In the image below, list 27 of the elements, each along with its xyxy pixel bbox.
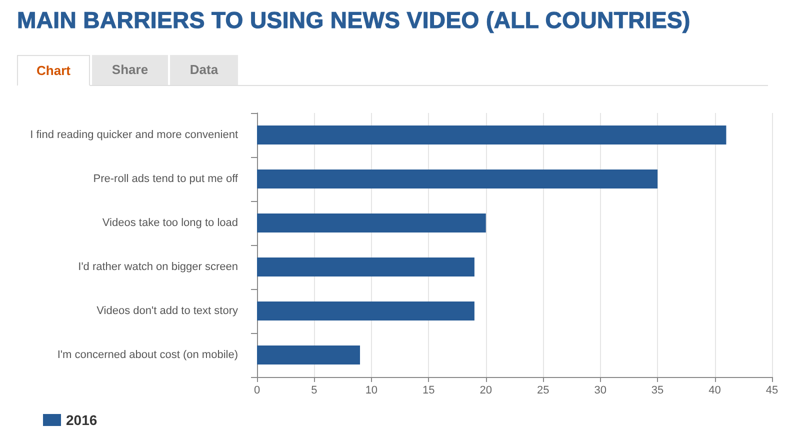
bar <box>257 214 486 232</box>
y-tick-label: Pre-roll ads tend to put me off <box>93 173 239 185</box>
bar <box>257 302 474 320</box>
x-tick-label: 0 <box>254 384 260 396</box>
bar <box>257 170 658 188</box>
bar <box>257 346 360 364</box>
x-tick-label: 25 <box>536 384 550 396</box>
x-tick-label: 5 <box>311 384 318 396</box>
x-tick-label: 10 <box>365 384 378 396</box>
tab[interactable]: Share <box>92 55 168 85</box>
x-tick-label: 20 <box>480 384 492 396</box>
tab[interactable]: Data <box>170 55 238 85</box>
x-tick-label: 30 <box>594 384 606 396</box>
y-tick-label: Videos take too long to load <box>102 217 238 229</box>
y-tick-label: I find reading quicker and more convenient <box>30 129 238 141</box>
legend-label: 2016 <box>66 412 98 428</box>
tab[interactable]: Chart <box>17 55 90 86</box>
x-tick-label: 35 <box>651 384 664 396</box>
chart-title: MAIN BARRIERS TO USING NEWS VIDEO (ALL COUNTRIES) <box>17 7 690 34</box>
x-tick-label: 15 <box>422 384 435 396</box>
bar <box>257 126 726 144</box>
y-tick-label: I'm concerned about cost (on mobile) <box>57 349 238 361</box>
x-tick-label: 40 <box>708 384 721 396</box>
y-tick-label: Videos don't add to text story <box>96 305 238 317</box>
x-tick-label: 45 <box>766 384 778 396</box>
bar <box>257 258 474 276</box>
y-tick-label: I'd rather watch on bigger screen <box>78 261 238 273</box>
